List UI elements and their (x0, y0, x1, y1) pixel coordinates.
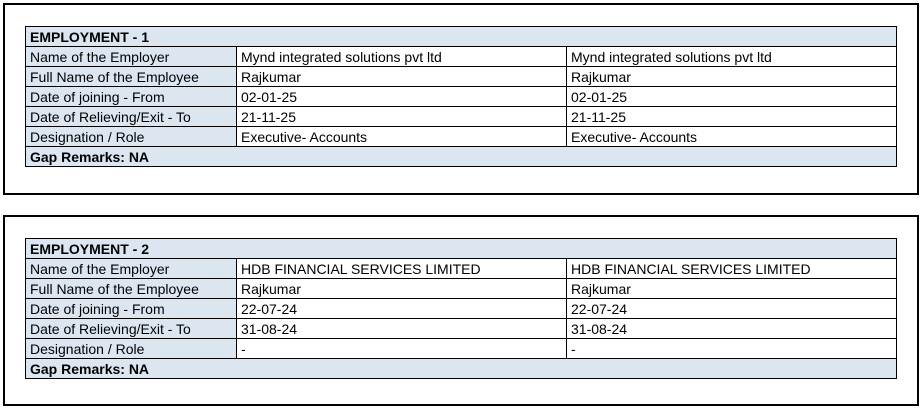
row-label-date-joining: Date of joining - From (25, 86, 237, 107)
row-label-date-relieving: Date of Relieving/Exit - To (25, 318, 237, 339)
table-row: Full Name of the Employee Rajkumar Rajku… (25, 278, 897, 299)
employment-1-section: EMPLOYMENT - 1 Name of the Employer Mynd… (3, 3, 919, 195)
cell-employer-1: Mynd integrated solutions pvt ltd (236, 46, 567, 67)
cell-employer-1: HDB FINANCIAL SERVICES LIMITED (236, 258, 567, 279)
row-label-employer: Name of the Employer (25, 46, 237, 67)
table-header-row: EMPLOYMENT - 2 (25, 238, 897, 259)
row-label-employer: Name of the Employer (25, 258, 237, 279)
table-row: Date of Relieving/Exit - To 31-08-24 31-… (25, 318, 897, 339)
table-row: Name of the Employer HDB FINANCIAL SERVI… (25, 258, 897, 279)
cell-date-relieving-1: 21-11-25 (236, 106, 567, 127)
row-label-employee-name: Full Name of the Employee (25, 278, 237, 299)
cell-designation-2: Executive- Accounts (566, 126, 897, 147)
cell-date-joining-1: 02-01-25 (236, 86, 567, 107)
cell-designation-1: Executive- Accounts (236, 126, 567, 147)
cell-designation-2: - (566, 338, 897, 359)
table-row: Full Name of the Employee Rajkumar Rajku… (25, 66, 897, 87)
table-header-row: EMPLOYMENT - 1 (25, 26, 897, 47)
cell-date-relieving-2: 21-11-25 (566, 106, 897, 127)
cell-employee-name-1: Rajkumar (236, 278, 567, 299)
gap-remarks: Gap Remarks: NA (25, 358, 897, 379)
employment-2-section: EMPLOYMENT - 2 Name of the Employer HDB … (3, 215, 919, 406)
row-label-designation: Designation / Role (25, 126, 237, 147)
gap-remarks-row: Gap Remarks: NA (25, 358, 897, 379)
cell-date-relieving-2: 31-08-24 (566, 318, 897, 339)
table-row: Designation / Role Executive- Accounts E… (25, 126, 897, 147)
cell-employee-name-1: Rajkumar (236, 66, 567, 87)
employment-1-table: EMPLOYMENT - 1 Name of the Employer Mynd… (25, 26, 897, 167)
table-row: Name of the Employer Mynd integrated sol… (25, 46, 897, 67)
cell-employee-name-2: Rajkumar (566, 278, 897, 299)
cell-designation-1: - (236, 338, 567, 359)
cell-employer-2: HDB FINANCIAL SERVICES LIMITED (566, 258, 897, 279)
cell-date-relieving-1: 31-08-24 (236, 318, 567, 339)
row-label-date-relieving: Date of Relieving/Exit - To (25, 106, 237, 127)
table-row: Date of joining - From 22-07-24 22-07-24 (25, 298, 897, 319)
row-label-designation: Designation / Role (25, 338, 237, 359)
cell-date-joining-2: 22-07-24 (566, 298, 897, 319)
table-row: Date of Relieving/Exit - To 21-11-25 21-… (25, 106, 897, 127)
cell-date-joining-2: 02-01-25 (566, 86, 897, 107)
row-label-date-joining: Date of joining - From (25, 298, 237, 319)
employment-2-table: EMPLOYMENT - 2 Name of the Employer HDB … (25, 238, 897, 379)
row-label-employee-name: Full Name of the Employee (25, 66, 237, 87)
table-row: Date of joining - From 02-01-25 02-01-25 (25, 86, 897, 107)
cell-date-joining-1: 22-07-24 (236, 298, 567, 319)
gap-remarks: Gap Remarks: NA (25, 146, 897, 167)
gap-remarks-row: Gap Remarks: NA (25, 146, 897, 167)
cell-employee-name-2: Rajkumar (566, 66, 897, 87)
cell-employer-2: Mynd integrated solutions pvt ltd (566, 46, 897, 67)
employment-2-title: EMPLOYMENT - 2 (25, 238, 897, 259)
employment-1-title: EMPLOYMENT - 1 (25, 26, 897, 47)
table-row: Designation / Role - - (25, 338, 897, 359)
